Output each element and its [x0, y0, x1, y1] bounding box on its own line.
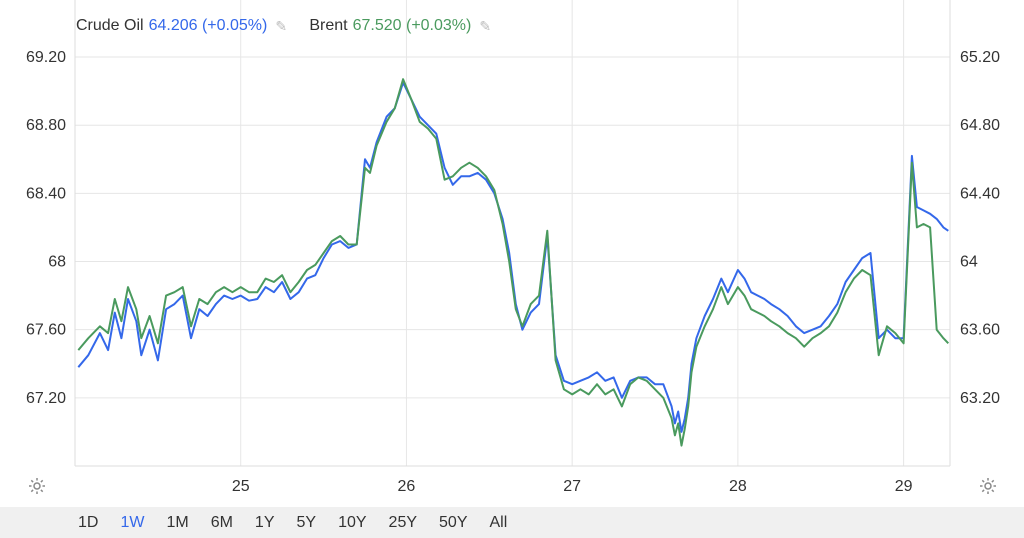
timeframe-50y[interactable]: 50Y	[439, 513, 468, 531]
left-y-tick-label: 69.20	[26, 49, 66, 66]
legend-item-brent: Brent 67.520 (+0.03%) ✎	[309, 17, 495, 35]
timeframe-1w[interactable]: 1W	[120, 513, 145, 531]
legend-crude-name: Crude Oil	[76, 17, 144, 34]
timeframe-1y[interactable]: 1Y	[254, 513, 275, 531]
legend-brent-name: Brent	[309, 17, 348, 34]
x-tick-label: 29	[895, 478, 913, 495]
right-y-tick-label: 64.40	[960, 185, 1000, 202]
legend-brent-change: (+0.03%)	[405, 17, 472, 34]
chart-grid	[75, 0, 950, 466]
timeframe-25y[interactable]: 25Y	[388, 513, 418, 531]
right-y-tick-label: 63.20	[960, 390, 1000, 407]
x-tick-label: 25	[232, 478, 250, 495]
left-y-tick-label: 68.80	[26, 117, 66, 134]
legend-crude-value: 64.206	[148, 17, 198, 34]
x-tick-label: 28	[729, 478, 747, 495]
series-line-crude-oil[interactable]	[77, 81, 949, 433]
left-y-tick-label: 67.20	[26, 390, 66, 407]
legend-crude-change: (+0.05%)	[201, 17, 268, 34]
left-axis-settings-gear-icon[interactable]	[27, 476, 47, 496]
pencil-icon[interactable]: ✎	[275, 18, 288, 34]
timeframe-1m[interactable]: 1M	[166, 513, 189, 531]
x-tick-label: 27	[563, 478, 581, 495]
x-tick-label: 26	[398, 478, 416, 495]
series-line-brent[interactable]	[77, 78, 950, 447]
timeframe-toolbar: 1D 1W 1M 6M 1Y 5Y 10Y 25Y 50Y All	[0, 507, 1024, 538]
timeframe-all[interactable]: All	[489, 513, 508, 531]
chart-axes: 67.20 67.60 68 68.40 68.80 69.20 63.20 63.60 64 6…	[26, 0, 1000, 495]
timeframe-1d[interactable]: 1D	[78, 513, 99, 531]
timeframe-5y[interactable]: 5Y	[296, 513, 317, 531]
right-y-tick-label: 63.60	[960, 322, 1000, 339]
left-y-tick-label: 68.40	[26, 185, 66, 202]
price-chart[interactable]: 67.20 67.60 68 68.40 68.80 69.20 63.20 63.60 64 6…	[0, 0, 1024, 500]
timeframe-10y[interactable]: 10Y	[338, 513, 367, 531]
timeframe-6m[interactable]: 6M	[210, 513, 233, 531]
pencil-icon[interactable]: ✎	[479, 18, 492, 34]
left-y-tick-label: 68	[48, 254, 66, 271]
right-y-tick-label: 64.80	[960, 117, 1000, 134]
chart-legend: Crude Oil 64.206 (+0.05%) ✎ Brent 67.520…	[76, 17, 513, 35]
legend-item-crude: Crude Oil 64.206 (+0.05%) ✎	[76, 17, 291, 35]
right-axis-settings-gear-icon[interactable]	[978, 476, 998, 496]
left-y-tick-label: 67.60	[26, 322, 66, 339]
chart-series	[77, 78, 950, 447]
legend-brent-value: 67.520	[352, 17, 402, 34]
right-y-tick-label: 65.20	[960, 49, 1000, 66]
right-y-tick-label: 64	[960, 254, 978, 271]
